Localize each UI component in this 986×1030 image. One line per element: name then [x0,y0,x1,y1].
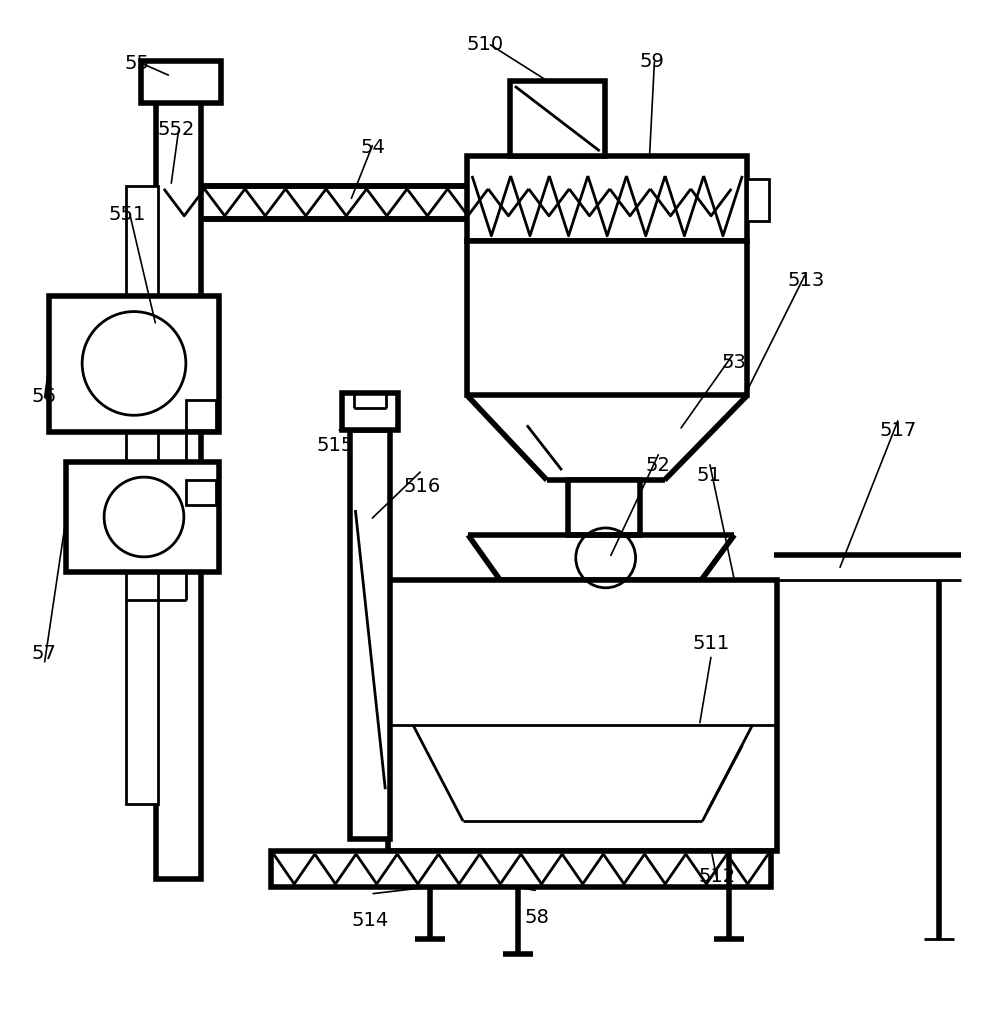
Bar [49,296,219,433]
Text: 551: 551 [108,205,146,224]
Text: 513: 513 [787,271,824,290]
Text: 58: 58 [525,908,549,927]
Bar [161,186,735,218]
Text: 56: 56 [32,387,56,407]
Bar [388,580,777,851]
Bar [467,156,747,241]
Bar [141,61,221,103]
Text: 55: 55 [124,54,150,72]
Text: 51: 51 [697,467,722,485]
Text: 53: 53 [722,353,746,373]
Bar [186,480,216,505]
Bar [66,462,219,572]
Text: 515: 515 [317,436,354,454]
Bar [126,186,158,804]
Text: 552: 552 [158,121,195,139]
Text: 57: 57 [32,644,56,663]
Text: 59: 59 [640,52,665,70]
Bar [270,851,771,887]
Bar [510,81,604,156]
Bar [156,76,201,879]
Bar [467,241,747,396]
Bar [186,401,216,431]
Text: 54: 54 [361,138,386,157]
Text: 512: 512 [698,867,736,886]
Bar [568,480,640,535]
Text: 52: 52 [646,456,670,475]
Text: 510: 510 [466,35,504,55]
Bar [342,393,398,431]
Text: 516: 516 [403,477,441,495]
Bar [747,179,769,220]
Text: 511: 511 [692,633,730,653]
Bar [350,431,390,839]
Text: 514: 514 [351,912,388,930]
Text: 517: 517 [880,421,917,440]
